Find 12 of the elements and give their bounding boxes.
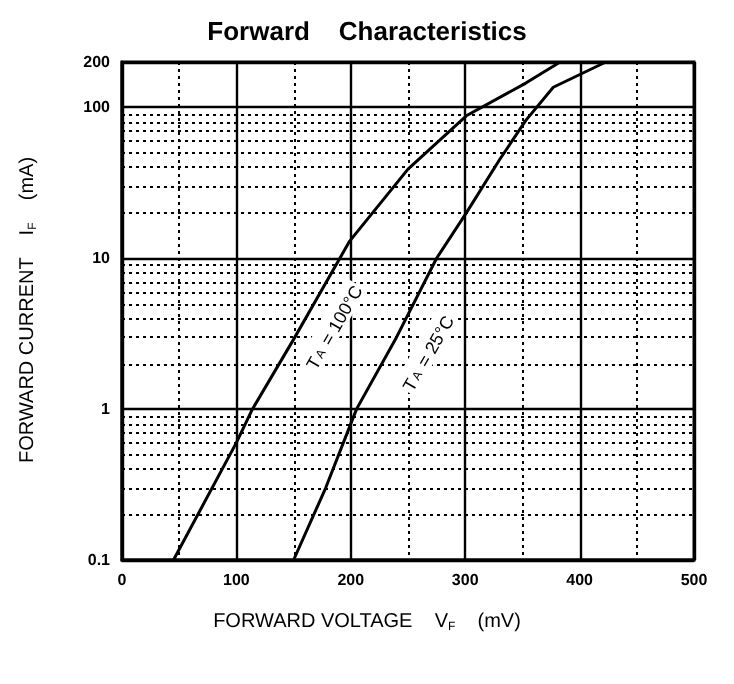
x-tick-label: 500: [680, 571, 709, 589]
x-tick-label: 300: [451, 571, 480, 589]
y-tick-label: 100: [83, 98, 112, 117]
y-tick-label: 1: [101, 400, 112, 419]
x-tick-label: 400: [566, 571, 595, 589]
x-tick-label: 100: [223, 571, 251, 589]
x-tick-label: 200: [337, 571, 366, 589]
y-tick-label: 10: [92, 249, 112, 268]
y-tick-label: 0.1: [87, 551, 112, 569]
x-tick-label: 0: [117, 571, 128, 589]
y-tick-label: 200: [83, 53, 112, 71]
chart-title: Forward Characteristics: [207, 16, 527, 46]
